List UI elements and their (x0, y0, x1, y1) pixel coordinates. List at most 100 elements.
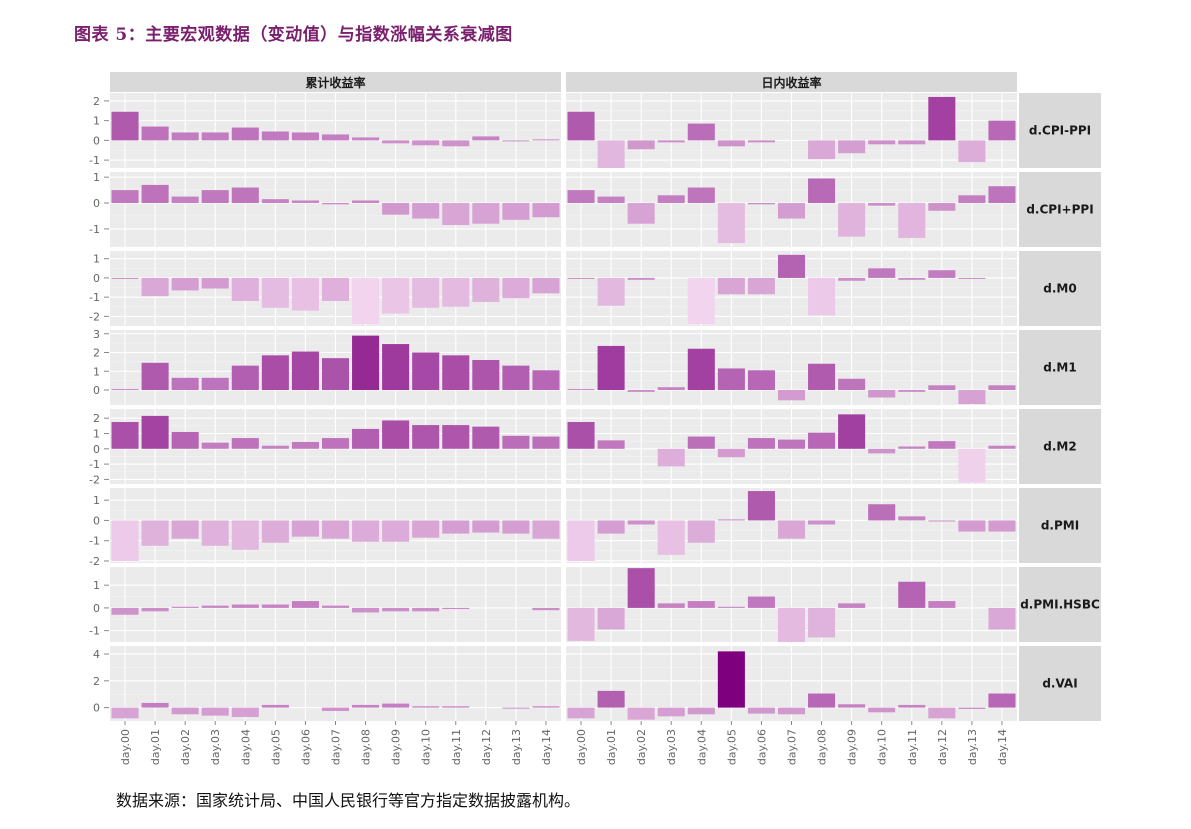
y-tick-label: -1 (89, 154, 100, 167)
bar (261, 704, 289, 708)
y-tick-label: 1 (93, 427, 100, 440)
bar (201, 520, 229, 546)
bar (532, 203, 560, 218)
bar (261, 355, 289, 390)
bar (838, 378, 866, 390)
bar (502, 365, 530, 391)
bar (928, 707, 956, 719)
y-tick-label: 2 (93, 95, 100, 108)
row-strip (1019, 409, 1101, 484)
y-tick-label: -1 (89, 535, 100, 548)
y-tick-label: 1 (93, 171, 100, 184)
bar (201, 377, 229, 390)
bar (657, 140, 685, 143)
bar (201, 442, 229, 449)
bar (171, 132, 199, 141)
bar (201, 190, 229, 204)
bar (532, 277, 560, 294)
bar (472, 136, 500, 141)
bar (717, 448, 745, 458)
bar (928, 601, 956, 608)
bar (141, 362, 169, 390)
bar (231, 707, 259, 717)
x-tick-label: day.03 (209, 729, 222, 765)
bar (472, 426, 500, 449)
bar (321, 605, 350, 608)
bar (321, 277, 350, 301)
bar (382, 703, 410, 708)
bar (868, 203, 896, 206)
bar (988, 186, 1016, 204)
bar (657, 387, 685, 390)
bar (472, 360, 500, 390)
row-strip (1019, 251, 1101, 326)
bar (898, 446, 926, 449)
bar (597, 690, 625, 708)
bar (442, 425, 470, 449)
bar (687, 123, 715, 141)
x-tick-label: day.05 (269, 729, 282, 765)
bar (627, 140, 655, 150)
bar (627, 203, 655, 224)
x-tick-label: day.08 (360, 729, 373, 765)
bar (291, 132, 319, 141)
bar (627, 520, 655, 525)
bar (657, 707, 685, 717)
y-tick-label: -1 (89, 291, 100, 304)
bar (988, 385, 1016, 390)
figure-source: 数据来源：国家统计局、中国人民银行等官方指定数据披露机构。 (116, 791, 581, 810)
row-strip-label: d.M0 (1043, 282, 1076, 296)
bar (808, 178, 836, 204)
bar (442, 520, 470, 534)
bar (231, 187, 259, 204)
bar (201, 277, 229, 289)
bar (111, 277, 139, 279)
bar (898, 277, 926, 280)
bar (597, 345, 625, 390)
y-tick-label: 0 (93, 197, 100, 210)
bar (412, 607, 440, 612)
bar (171, 277, 199, 291)
bar (412, 140, 440, 146)
bar (597, 196, 625, 204)
bar (352, 428, 380, 449)
bar (597, 520, 625, 534)
y-tick-label: 2 (93, 347, 100, 360)
x-tick-label: day.06 (299, 729, 312, 765)
bar (502, 203, 530, 220)
bar (442, 706, 470, 708)
bar (777, 254, 806, 278)
bar (747, 277, 775, 295)
x-tick-label: day.06 (755, 729, 768, 765)
bar (988, 520, 1016, 532)
bar (988, 120, 1016, 141)
bar (597, 277, 625, 306)
bar (747, 203, 775, 205)
bar (171, 606, 199, 608)
row-strip-label: d.CPI-PPI (1029, 124, 1091, 138)
bar (291, 277, 319, 311)
y-tick-label: -1 (89, 625, 100, 638)
bar (747, 491, 775, 521)
bar (838, 603, 866, 608)
bar (687, 707, 715, 715)
bar (838, 203, 866, 237)
row-strip (1019, 172, 1101, 247)
bar (567, 520, 595, 561)
bar (838, 414, 866, 449)
bar (627, 568, 655, 608)
bar (838, 277, 866, 281)
bar (928, 385, 956, 390)
bar (657, 448, 685, 467)
row-strip-label: d.M2 (1043, 440, 1076, 454)
row-strip-label: d.VAI (1042, 677, 1077, 691)
bar (352, 335, 380, 391)
bar (442, 203, 470, 226)
bar (171, 707, 199, 715)
y-tick-label: -1 (89, 223, 100, 236)
bar (412, 277, 440, 308)
x-tick-label: day.10 (420, 729, 433, 765)
y-tick-label: 0 (93, 702, 100, 715)
bar (868, 707, 896, 713)
